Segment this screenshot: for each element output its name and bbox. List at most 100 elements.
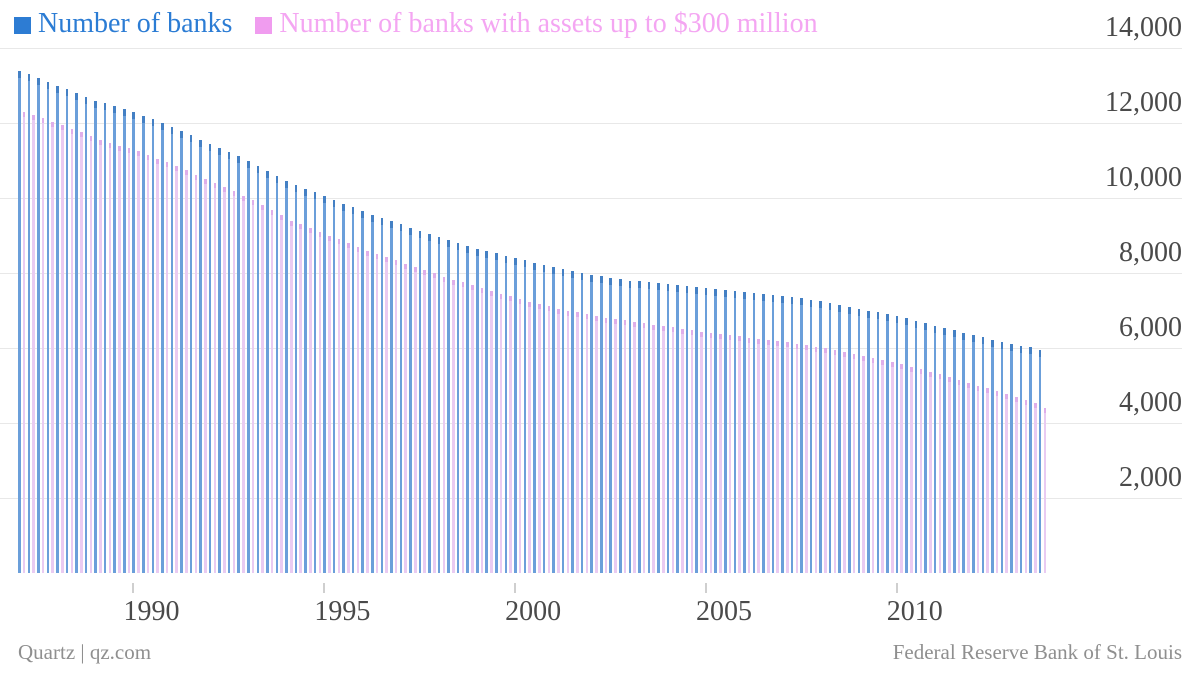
- bar-small-banks: [204, 178, 207, 573]
- bar-number-of-banks: [514, 258, 517, 573]
- source-attribution: Federal Reserve Bank of St. Louis: [892, 640, 1182, 664]
- x-axis-label: 2005: [695, 596, 752, 627]
- bar-number-of-banks: [285, 181, 288, 573]
- bar-number-of-banks: [561, 269, 565, 573]
- bar-small-banks: [32, 115, 35, 573]
- bar-small-banks: [70, 128, 74, 573]
- bar-small-banks: [51, 121, 54, 573]
- x-axis-label: 2010: [886, 596, 943, 627]
- bar-number-of-banks: [972, 334, 975, 573]
- bar-number-of-banks: [905, 318, 908, 573]
- bar-small-banks: [80, 132, 83, 573]
- y-axis-label: 8,000: [1119, 237, 1182, 268]
- bar-small-banks: [118, 145, 121, 573]
- bar-small-banks: [585, 314, 589, 573]
- bar-small-banks: [452, 279, 455, 573]
- legend-item-number-of-banks: Number of banks: [14, 6, 232, 42]
- bar-number-of-banks: [638, 281, 641, 573]
- x-tick: [132, 583, 135, 593]
- bar-small-banks: [394, 260, 398, 573]
- bar-small-banks: [289, 220, 293, 573]
- bar-small-banks: [709, 333, 713, 573]
- y-axis-label: 6,000: [1119, 312, 1182, 343]
- bar-number-of-banks: [685, 286, 689, 573]
- bar-small-banks: [910, 366, 913, 573]
- legend-label-number-of-banks: Number of banks: [38, 8, 233, 39]
- legend: Number of banks Number of banks with ass…: [14, 6, 834, 44]
- bar-small-banks: [404, 263, 407, 573]
- bar-number-of-banks: [1010, 344, 1013, 573]
- bar-small-banks: [499, 293, 503, 573]
- bar-small-banks: [509, 296, 512, 573]
- bar-number-of-banks: [256, 165, 260, 573]
- bar-number-of-banks: [733, 290, 737, 573]
- bar-small-banks: [595, 316, 598, 573]
- bar-small-banks: [967, 382, 970, 573]
- bar-small-banks: [251, 199, 255, 573]
- bar-number-of-banks: [409, 227, 412, 573]
- bar-number-of-banks: [342, 203, 345, 573]
- bar-small-banks: [1014, 396, 1018, 573]
- bar-number-of-banks: [122, 108, 126, 573]
- bar-number-of-banks: [790, 297, 794, 573]
- bar-small-banks: [337, 239, 341, 573]
- bar-number-of-banks: [704, 288, 708, 573]
- bar-number-of-banks: [332, 199, 336, 573]
- bar-small-banks: [385, 257, 388, 573]
- bar-small-banks: [719, 334, 722, 573]
- y-axis-label: 10,000: [1105, 162, 1182, 193]
- bar-small-banks: [232, 191, 236, 573]
- y-axis-label: 4,000: [1119, 387, 1182, 418]
- bar-number-of-banks: [103, 103, 107, 573]
- bar-number-of-banks: [781, 295, 784, 573]
- bar-small-banks: [280, 215, 283, 573]
- bar-small-banks: [843, 351, 846, 573]
- bar-small-banks: [299, 224, 303, 573]
- bar-small-banks: [461, 282, 465, 573]
- bar-small-banks: [929, 371, 932, 573]
- bar-small-banks: [89, 136, 93, 573]
- x-tick: [895, 583, 898, 593]
- bar-number-of-banks: [933, 325, 937, 573]
- x-tick: [704, 583, 707, 593]
- bar-small-banks: [728, 335, 732, 573]
- bar-small-banks: [757, 338, 760, 573]
- bar-number-of-banks: [170, 126, 174, 573]
- bar-small-banks: [900, 364, 904, 573]
- bar-number-of-banks: [523, 260, 527, 573]
- bar-number-of-banks: [94, 100, 97, 573]
- bar-number-of-banks: [943, 327, 946, 573]
- bar-number-of-banks: [962, 332, 966, 573]
- bar-small-banks: [957, 379, 961, 573]
- bar-number-of-banks: [876, 312, 880, 573]
- bar-number-of-banks: [113, 106, 116, 573]
- bar-small-banks: [261, 205, 264, 573]
- bar-small-banks: [852, 353, 856, 573]
- bar-number-of-banks: [180, 130, 183, 573]
- bar-small-banks: [22, 111, 26, 573]
- bar-number-of-banks: [580, 273, 584, 573]
- x-tick: [323, 583, 326, 593]
- bar-small-banks: [480, 288, 484, 573]
- bar-number-of-banks: [304, 188, 307, 573]
- gridline: [0, 198, 1182, 199]
- bar-small-banks: [127, 148, 131, 573]
- bar-small-banks: [270, 210, 274, 573]
- bar-small-banks: [547, 306, 551, 573]
- bar-small-banks: [165, 162, 169, 573]
- bar-number-of-banks: [18, 70, 21, 573]
- bar-small-banks: [1024, 400, 1028, 573]
- bar-small-banks: [490, 290, 493, 573]
- bar-small-banks: [156, 158, 159, 573]
- gridline: [0, 123, 1182, 124]
- bar-number-of-banks: [762, 293, 765, 573]
- bar-small-banks: [604, 317, 608, 573]
- y-axis-label: 2,000: [1119, 462, 1182, 493]
- bar-small-banks: [213, 183, 217, 573]
- bar-small-banks: [318, 231, 322, 573]
- bar-small-banks: [137, 151, 140, 573]
- bar-small-banks: [41, 118, 45, 573]
- bar-small-banks: [776, 341, 780, 573]
- bar-number-of-banks: [46, 81, 50, 573]
- bar-small-banks: [347, 243, 350, 573]
